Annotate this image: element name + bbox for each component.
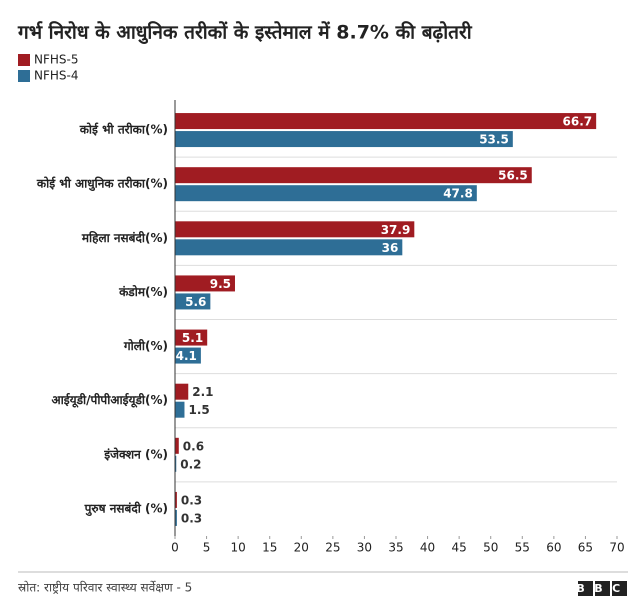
x-tick-label: 65 xyxy=(578,541,593,555)
bar xyxy=(175,131,513,148)
x-tick-label: 30 xyxy=(357,541,372,555)
logo-box xyxy=(612,581,627,596)
x-tick-label: 10 xyxy=(231,541,246,555)
x-tick-label: 0 xyxy=(171,541,179,555)
bar xyxy=(175,329,208,346)
bar xyxy=(175,275,235,292)
value-label: 0.2 xyxy=(180,457,201,471)
bar xyxy=(175,455,177,472)
value-label: 47.8 xyxy=(443,187,473,201)
bar xyxy=(175,239,403,256)
legend-swatch xyxy=(18,54,30,66)
category-label: इंजेक्शन (%) xyxy=(103,447,168,461)
category-label: गोली(%) xyxy=(123,339,168,353)
value-label: 0.3 xyxy=(181,511,202,525)
legend-label: NFHS-4 xyxy=(34,69,78,83)
bar xyxy=(175,185,477,202)
logo-box xyxy=(578,581,593,596)
value-label: 2.1 xyxy=(192,385,213,399)
bar xyxy=(175,113,597,130)
x-tick-label: 40 xyxy=(420,541,435,555)
legend-label: NFHS-5 xyxy=(34,53,78,67)
x-tick-label: 35 xyxy=(388,541,403,555)
bar xyxy=(175,221,415,238)
category-label: कोई भी आधुनिक तरीका(%) xyxy=(36,177,168,192)
value-label: 37.9 xyxy=(381,223,411,237)
category-label: महिला नसबंदी(%) xyxy=(81,231,168,245)
value-label: 4.1 xyxy=(176,349,197,363)
bar xyxy=(175,383,189,400)
bar xyxy=(175,437,179,454)
x-tick-label: 25 xyxy=(325,541,340,555)
value-label: 53.5 xyxy=(479,133,509,147)
x-tick-label: 55 xyxy=(515,541,530,555)
bar xyxy=(175,401,185,418)
category-label: कोई भी तरीका(%) xyxy=(79,123,168,137)
x-tick-label: 60 xyxy=(546,541,561,555)
bar xyxy=(175,509,177,526)
bar xyxy=(175,491,177,508)
x-tick-label: 45 xyxy=(452,541,467,555)
value-label: 9.5 xyxy=(210,277,231,291)
category-label: आईयूडी/पीपीआईयूडी(%) xyxy=(51,393,168,408)
x-tick-label: 50 xyxy=(483,541,498,555)
value-label: 5.6 xyxy=(185,295,206,309)
value-label: 5.1 xyxy=(182,331,203,345)
category-label: कंडोम(%) xyxy=(118,285,168,299)
x-tick-label: 70 xyxy=(609,541,624,555)
value-label: 0.6 xyxy=(183,439,204,453)
value-label: 36 xyxy=(382,241,399,255)
x-tick-label: 20 xyxy=(294,541,309,555)
source: स्रोत: राष्ट्रीय परिवार स्वास्थ्य सर्वेक… xyxy=(18,581,192,595)
bar xyxy=(175,347,201,364)
value-label: 56.5 xyxy=(498,169,528,183)
value-label: 0.3 xyxy=(181,493,202,507)
chart-title: गर्भ निरोध के आधुनिक तरीकों के इस्तेमाल … xyxy=(17,21,473,45)
logo-text: BBC xyxy=(576,582,629,595)
category-label: पुरुष नसबंदी (%) xyxy=(84,501,168,516)
bar xyxy=(175,293,211,310)
x-tick-label: 15 xyxy=(262,541,277,555)
value-label: 1.5 xyxy=(188,403,209,417)
legend-swatch xyxy=(18,70,30,82)
value-label: 66.7 xyxy=(563,115,593,129)
x-tick-label: 5 xyxy=(203,541,211,555)
logo-box xyxy=(595,581,610,596)
bar xyxy=(175,167,532,184)
logo xyxy=(578,581,627,596)
